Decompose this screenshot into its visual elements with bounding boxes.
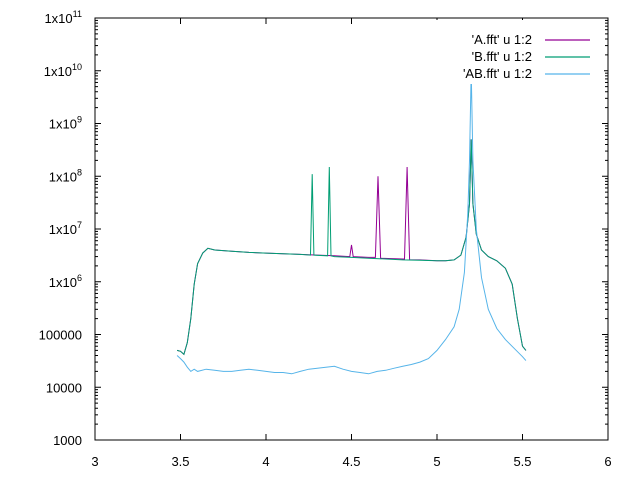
legend-background bbox=[398, 20, 604, 84]
y-tick-label: 100000 bbox=[39, 328, 82, 343]
x-tick-label: 6 bbox=[604, 454, 611, 469]
y-tick-base: 100000 bbox=[39, 328, 82, 343]
y-tick-base: 1x10 bbox=[49, 169, 77, 184]
y-tick-base: 1x10 bbox=[44, 11, 72, 26]
y-tick-label: 10000 bbox=[46, 380, 82, 395]
series-layer bbox=[176, 70, 527, 375]
y-tick-base: 1000 bbox=[53, 433, 82, 448]
y-tick-base: 1x10 bbox=[49, 275, 77, 290]
y-tick-base: 10000 bbox=[46, 380, 82, 395]
legend-label: 'AB.fft' u 1:2 bbox=[463, 66, 532, 81]
x-axis-ticks: 3 3.5 4 4.5 5 5.5 6 bbox=[91, 18, 612, 469]
y-tick-exponent: 9 bbox=[77, 115, 82, 125]
series-line-2 bbox=[176, 70, 527, 375]
y-tick-exponent: 7 bbox=[77, 220, 82, 230]
legend-label: 'A.fft' u 1:2 bbox=[472, 32, 532, 47]
y-tick-label: 1x1010 bbox=[44, 62, 82, 79]
legend-label: 'B.fft' u 1:2 bbox=[472, 49, 532, 64]
y-tick-base: 1x10 bbox=[49, 117, 77, 132]
y-tick-exponent: 8 bbox=[77, 167, 82, 177]
y-tick-base: 1x10 bbox=[44, 64, 72, 79]
x-tick-label: 4.5 bbox=[342, 454, 360, 469]
x-tick-label: 4 bbox=[262, 454, 269, 469]
x-tick-label: 3 bbox=[91, 454, 98, 469]
x-tick-label: 3.5 bbox=[171, 454, 189, 469]
legend: 'A.fft' u 1:2 'B.fft' u 1:2 'AB.fft' u 1:2 bbox=[398, 20, 604, 84]
x-tick-label: 5.5 bbox=[513, 454, 531, 469]
y-tick-exponent: 11 bbox=[73, 9, 82, 19]
y-tick-label: 1x108 bbox=[49, 167, 82, 184]
y-tick-base: 1x10 bbox=[49, 222, 77, 237]
x-tick-label: 5 bbox=[433, 454, 440, 469]
y-tick-exponent: 6 bbox=[77, 273, 82, 283]
y-tick-label: 1x106 bbox=[49, 273, 82, 290]
series-line-1 bbox=[176, 139, 527, 356]
y-axis-ticks: 1000100001000001x1061x1071x1081x1091x101… bbox=[39, 9, 608, 448]
y-tick-label: 1x1011 bbox=[44, 9, 82, 26]
y-tick-exponent: 10 bbox=[72, 62, 82, 72]
y-tick-label: 1000 bbox=[53, 433, 82, 448]
y-tick-label: 1x107 bbox=[49, 220, 82, 237]
y-tick-label: 1x109 bbox=[49, 115, 82, 132]
